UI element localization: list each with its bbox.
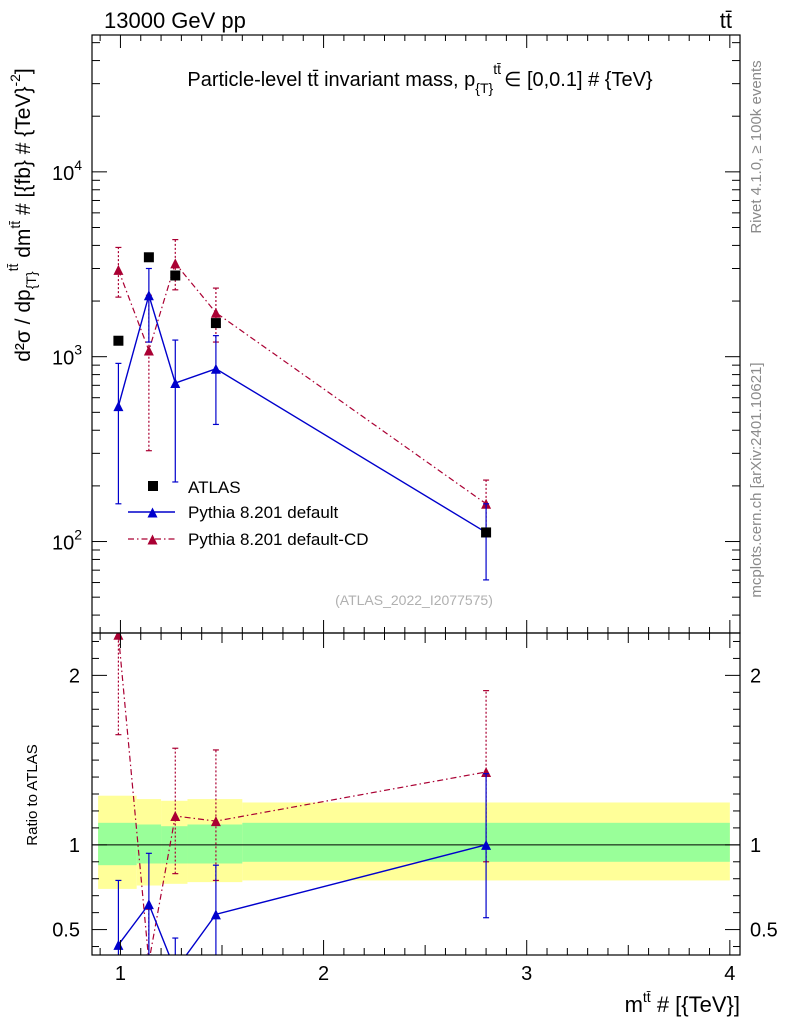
main-ticks: 102 103 104	[52, 35, 740, 633]
pythia-cd-ratio-point	[170, 811, 181, 822]
pythia-cd-ratio-point	[210, 816, 221, 827]
analysis-watermark: (ATLAS_2022_I2077575)	[335, 592, 493, 608]
main-y-tick-label: 103	[52, 342, 82, 370]
ratio-y-tick-label-right: 0.5	[750, 920, 778, 942]
ratio-stat-uncertainty-band	[187, 824, 243, 864]
main-panel: 102 103 104 Particle-level tt̄ invariant m…	[5, 34, 741, 634]
main-y-axis-label: d²σ / dp{T}tt̄ dmtt̄ # [{fb} # {TeV}-2]	[5, 68, 39, 362]
pythia-default-point	[113, 401, 124, 412]
legend-atlas-marker	[148, 481, 158, 491]
x-tick-label: 1	[115, 963, 126, 985]
x-axis-label: mtt̄ # [{TeV}]	[625, 989, 740, 1017]
legend-pythia-default-marker	[147, 507, 158, 518]
pythia-default-point	[210, 363, 221, 374]
pythia-default-ratio-point	[170, 965, 180, 975]
pythia-cd-point	[210, 307, 221, 318]
atlas-point	[170, 270, 181, 281]
pythia-cd-point	[113, 264, 124, 275]
pythia-default-line	[117, 292, 487, 534]
pythia-cd-ratio-point	[144, 957, 154, 967]
legend-pythia-cd-marker	[147, 534, 158, 545]
pythia-default-ratio-point	[143, 899, 154, 910]
atlas-point	[113, 335, 124, 346]
main-y-tick-label: 102	[52, 527, 82, 555]
atlas-point	[210, 318, 221, 329]
legend-pythia-default-label: Pythia 8.201 default	[188, 503, 339, 522]
ratio-plot-area	[92, 633, 740, 975]
atlas-point	[481, 527, 492, 538]
legend-atlas-label: ATLAS	[188, 478, 241, 497]
ratio-y-tick-label-right: 2	[750, 665, 761, 687]
pythia-cd-ratio-line	[117, 634, 487, 955]
pythia-cd-ratio-point	[113, 633, 124, 640]
pythia-cd-point	[143, 345, 154, 356]
pythia-default-ratio-point	[210, 909, 221, 920]
rivet-label: Rivet 4.1.0, ≥ 100k events	[748, 60, 765, 233]
pythia-default-point	[170, 378, 181, 389]
legend: ATLAS Pythia 8.201 default Pythia 8.201 …	[128, 478, 369, 549]
x-tick-label: 4	[724, 963, 735, 985]
ratio-panel: 1 2 3 4 0.5 0.5 1 1 2 2 Ratio to ATLAS mtt̄ # [{T…	[24, 632, 778, 1017]
pythia-cd-ratio-point	[481, 766, 492, 777]
ratio-ticks: 1 2 3 4 0.5 0.5 1 1 2 2	[52, 633, 778, 985]
ratio-y-tick-label-right: 1	[750, 835, 761, 857]
process-label: tt̄	[720, 8, 732, 33]
ratio-stat-uncertainty-band	[98, 822, 137, 866]
legend-pythia-cd-label: Pythia 8.201 default-CD	[188, 530, 369, 549]
pythia-default-ratio-point	[481, 839, 492, 850]
x-tick-label: 3	[521, 963, 532, 985]
x-tick-label: 2	[318, 963, 329, 985]
pythia-default-ratio-line	[117, 844, 487, 955]
ratio-y-tick-label: 0.5	[52, 920, 80, 942]
main-title: Particle-level tt̄ invariant mass, p{T}t…	[187, 61, 653, 96]
mcplots-label: mcplots.cern.ch [arXiv:2401.10621]	[748, 362, 765, 597]
ratio-y-tick-label: 2	[69, 665, 80, 687]
ratio-frame	[91, 632, 741, 956]
ratio-y-axis-label: Ratio to ATLAS	[24, 744, 41, 845]
main-plot-area	[113, 238, 492, 581]
energy-label: 13000 GeV pp	[104, 8, 246, 33]
ratio-y-tick-label: 1	[69, 835, 80, 857]
atlas-point	[143, 252, 154, 263]
pythia-default-point	[143, 290, 154, 301]
main-y-tick-label: 104	[52, 157, 82, 185]
pythia-cd-point	[170, 258, 181, 269]
pythia-default-ratio-point	[113, 939, 124, 950]
